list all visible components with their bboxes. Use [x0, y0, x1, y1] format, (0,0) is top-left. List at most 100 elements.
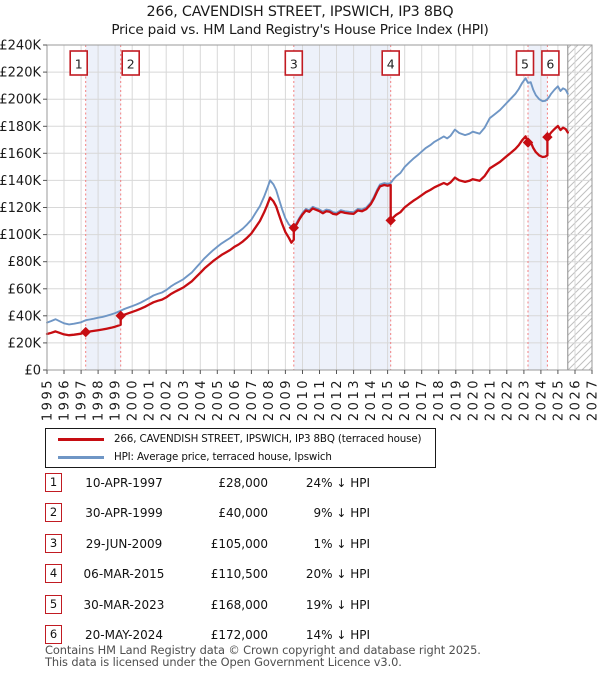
sale-flag-label: 4 — [387, 57, 395, 72]
sale-date: 29-JUN-2009 — [85, 536, 163, 551]
x-tick-label: 2025 — [551, 378, 566, 421]
x-tick-label: 2026 — [569, 378, 584, 421]
x-tick-label: 2013 — [347, 378, 362, 421]
hpi-line — [46, 77, 569, 326]
sale-vs-hpi: 1% ↓ HPI — [313, 536, 370, 551]
y-tick-label: £140K — [0, 174, 41, 189]
page-subtitle: Price paid vs. HM Land Registry's House … — [111, 22, 489, 38]
sale-number-badge: 5 — [45, 594, 62, 614]
sale-point-2 — [115, 310, 126, 321]
sale-flag-1 — [69, 50, 88, 76]
footer-line1: Contains HM Land Registry data © Crown c… — [45, 643, 481, 657]
sale-vs-hpi: 19% ↓ HPI — [305, 597, 370, 612]
sale-number-badge: 1 — [45, 473, 62, 492]
sale-vs-hpi: 20% ↓ HPI — [305, 567, 370, 582]
sale-table-row-6: 6 20-MAY-2024 £172,000 14% ↓ HPI — [0, 625, 600, 649]
x-tick-label: 2006 — [228, 378, 243, 421]
x-tick-label: 2021 — [483, 378, 498, 421]
y-tick-label: £160K — [0, 147, 41, 162]
x-tick-label: 2005 — [211, 378, 226, 421]
sale-price: £110,500 — [210, 567, 268, 582]
y-tick-label: £0 — [24, 364, 41, 379]
page-title: 266, CAVENDISH STREET, IPSWICH, IP3 8BQ — [146, 4, 454, 20]
sale-table-row-2: 2 30-APR-1999 £40,000 9% ↓ HPI — [0, 503, 600, 527]
x-tick-label: 2002 — [160, 378, 175, 421]
legend-item-price-paid: 266, CAVENDISH STREET, IPSWICH, IP3 8BQ … — [46, 432, 435, 446]
sale-flag-3 — [284, 50, 304, 76]
chart-legend: 266, CAVENDISH STREET, IPSWICH, IP3 8BQ … — [45, 428, 436, 468]
x-tick-label: 1995 — [41, 378, 56, 421]
y-tick-label: £40K — [8, 309, 42, 324]
y-tick-label: £100K — [0, 228, 41, 243]
sale-point-3 — [288, 222, 299, 233]
sale-point-4 — [385, 215, 396, 226]
sale-date: 30-MAR-2023 — [83, 597, 165, 612]
license-footer: Contains HM Land Registry data © Crown c… — [45, 644, 481, 669]
x-tick-label: 2018 — [432, 378, 447, 421]
x-tick-label: 2016 — [398, 378, 413, 421]
sale-flag-label: 5 — [521, 57, 529, 72]
footer-line2: This data is licensed under the Open Gov… — [45, 655, 402, 670]
y-tick-label: £180K — [0, 120, 41, 135]
y-tick-label: £20K — [8, 336, 42, 351]
x-tick-label: 2011 — [313, 378, 328, 421]
sale-number-badge: 2 — [45, 503, 62, 523]
sale-table-row-1: 1 10-APR-1997 £28,000 24% ↓ HPI — [0, 473, 600, 497]
sale-table-row-5: 5 30-MAR-2023 £168,000 19% ↓ HPI — [0, 594, 600, 619]
sale-price: £168,000 — [210, 597, 268, 612]
price-chart: £0 £20K £40K £60K £80K £100K £120K £140K £160K £1… — [0, 39, 600, 422]
y-tick-label: £80K — [8, 255, 42, 270]
sale-number-badge: 4 — [45, 564, 62, 584]
sale-vs-hpi: 9% ↓ HPI — [313, 506, 370, 521]
legend-label: 266, CAVENDISH STREET, IPSWICH, IP3 8BQ … — [114, 433, 422, 445]
legend-item-hpi: HPI: Average price, terraced house, Ipsw… — [46, 450, 435, 464]
x-tick-label: 2001 — [143, 378, 158, 421]
x-tick-label: 2019 — [449, 378, 464, 421]
sale-date: 06-MAR-2015 — [83, 567, 165, 582]
sale-price: £40,000 — [218, 506, 268, 521]
x-tick-label: 1996 — [58, 378, 73, 421]
y-tick-label: £200K — [0, 93, 41, 108]
y-tick-label: £240K — [0, 39, 41, 54]
sale-date: 10-APR-1997 — [85, 476, 163, 490]
sale-flag-label: 6 — [546, 57, 554, 72]
x-tick-label: 2015 — [381, 378, 396, 421]
sale-date: 20-MAY-2024 — [84, 628, 163, 642]
x-tick-label: 2027 — [586, 378, 600, 421]
sale-vs-hpi: 24% ↓ HPI — [305, 476, 370, 490]
x-tick-label: 2014 — [364, 378, 379, 421]
sale-price: £172,000 — [210, 628, 268, 642]
sale-table-row-3: 3 29-JUN-2009 £105,000 1% ↓ HPI — [0, 533, 600, 558]
sale-flag-label: 1 — [75, 57, 83, 72]
x-tick-label: 2023 — [517, 378, 532, 421]
sale-point-6 — [542, 131, 553, 143]
legend-line-swatch — [58, 455, 104, 459]
sale-price: £28,000 — [218, 476, 268, 490]
x-tick-label: 2003 — [177, 378, 192, 421]
x-tick-label: 1998 — [92, 378, 107, 421]
x-tick-label: 2022 — [500, 378, 515, 421]
sale-flag-label: 3 — [290, 57, 298, 72]
x-tick-label: 2024 — [534, 378, 549, 421]
sale-table-row-4: 4 06-MAR-2015 £110,500 20% ↓ HPI — [0, 564, 600, 588]
legend-label: HPI: Average price, terraced house, Ipsw… — [114, 451, 332, 463]
sale-point-1 — [80, 326, 91, 338]
x-tick-label: 2012 — [330, 378, 345, 421]
x-tick-label: 2008 — [262, 378, 277, 421]
x-tick-label: 2000 — [126, 378, 141, 421]
legend-line-swatch — [58, 437, 104, 441]
x-tick-label: 2017 — [415, 378, 430, 421]
sale-flag-2 — [121, 50, 140, 76]
x-tick-label: 1997 — [75, 378, 90, 421]
y-tick-label: £120K — [0, 201, 41, 216]
sale-flag-4 — [381, 50, 401, 76]
x-tick-label: 1999 — [109, 378, 124, 421]
x-tick-label: 2009 — [279, 378, 294, 421]
y-tick-label: £220K — [0, 66, 41, 81]
sale-price: £105,000 — [210, 536, 268, 551]
sale-flag-label: 2 — [127, 57, 135, 72]
price-paid-line — [45, 124, 569, 337]
sale-number-badge: 6 — [45, 625, 62, 644]
sale-vs-hpi: 14% ↓ HPI — [305, 628, 370, 642]
